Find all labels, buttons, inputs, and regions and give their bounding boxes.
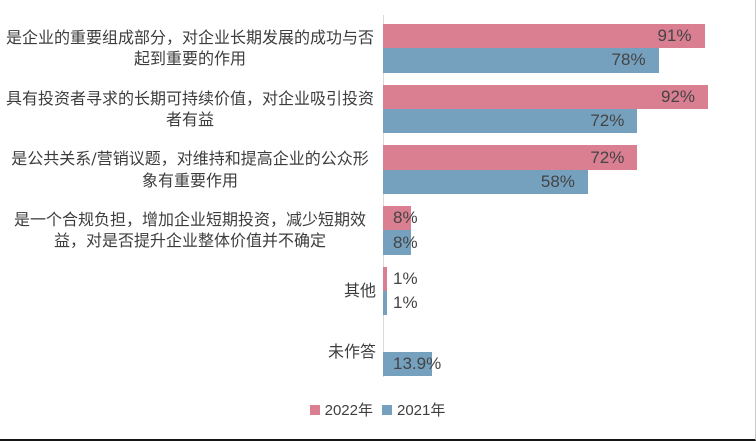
- bar-slot-2021: 1%: [383, 291, 752, 316]
- bar-group: 92% 72%: [383, 79, 752, 140]
- value-label: 8%: [393, 208, 418, 228]
- bar-slot-2021: 58%: [383, 169, 752, 195]
- bar-slot-2022: 91%: [383, 24, 752, 49]
- bar-2022: [383, 145, 638, 170]
- bar-slot-2021: 8%: [383, 230, 752, 255]
- value-label: 72%: [590, 111, 625, 131]
- category-label: 具有投资者寻求的长期可持续价值，对企业吸引投资者有益: [5, 88, 374, 130]
- bar-slot-2021: 78%: [383, 48, 752, 73]
- value-label: 58%: [540, 171, 575, 191]
- value-label: 1%: [393, 268, 418, 288]
- bar-2022: [383, 266, 387, 292]
- chart-row: 其他 1% 1%: [0, 261, 752, 322]
- bar-slot-2022: 1%: [383, 266, 752, 292]
- legend-swatch-icon: [309, 404, 320, 415]
- bar-2021: [383, 48, 659, 73]
- bar-2021: [383, 291, 387, 316]
- chart-row: 具有投资者寻求的长期可持续价值，对企业吸引投资者有益 92% 72%: [0, 79, 752, 140]
- chart-row: 是企业的重要组成部分，对企业长期发展的成功与否起到重要的作用 91% 78%: [0, 18, 752, 79]
- value-label: 91%: [657, 26, 692, 46]
- value-label: 72%: [590, 147, 625, 167]
- category-label: 是公共关系/营销议题，对维持和提高企业的公众形象有重要作用: [11, 149, 369, 190]
- value-label: 92%: [661, 86, 696, 106]
- value-label: 8%: [393, 232, 418, 252]
- bar-2022: [383, 24, 705, 49]
- y-axis-line: [383, 15, 384, 377]
- category-label: 是企业的重要组成部分，对企业长期发展的成功与否起到重要的作用: [5, 27, 374, 69]
- bar-slot-2022: 8%: [383, 206, 752, 231]
- category-label: 其他: [343, 281, 376, 301]
- bar-slot-2022: 72%: [383, 145, 752, 170]
- bar-group: 8% 8%: [383, 200, 752, 261]
- category-label: 未作答: [327, 342, 376, 362]
- legend-item-2021: 2021年: [382, 399, 445, 420]
- bar-slot-2022: 92%: [383, 84, 752, 110]
- legend-swatch-icon: [382, 404, 392, 415]
- chart-row: 未作答 13.9%: [0, 321, 752, 382]
- category-label-cell: 是公共关系/营销议题，对维持和提高企业的公众形象有重要作用: [0, 148, 383, 191]
- value-label: 1%: [393, 293, 418, 313]
- category-label-cell: 是企业的重要组成部分，对企业长期发展的成功与否起到重要的作用: [0, 27, 383, 70]
- legend-label: 2022年: [324, 402, 373, 419]
- bar-2022: [383, 84, 709, 110]
- category-label: 是一个合规负担，增加企业短期投资，减少短期效益，对是否提升企业整体价值并不确定: [13, 209, 366, 251]
- bar-2022: [383, 206, 412, 231]
- legend: 2022年 2021年: [0, 399, 755, 420]
- plot-area: 是企业的重要组成部分，对企业长期发展的成功与否起到重要的作用 91% 78% 具有投资…: [0, 18, 752, 382]
- bar-group: 1% 1%: [383, 261, 752, 322]
- value-label: 78%: [611, 50, 646, 70]
- legend-label: 2021年: [397, 402, 446, 419]
- bar-slot-2021: 72%: [383, 109, 752, 134]
- category-label-cell: 未作答: [0, 341, 383, 363]
- bar-2021: [383, 109, 638, 134]
- bar-slot-2021: 13.9%: [383, 351, 752, 377]
- bar-group: 13.9%: [383, 321, 752, 382]
- bar-2021: [383, 351, 433, 377]
- legend-item-2022: 2022年: [309, 399, 373, 420]
- category-label-cell: 是一个合规负担，增加企业短期投资，减少短期效益，对是否提升企业整体价值并不确定: [0, 209, 383, 252]
- bar-2021: [383, 230, 412, 255]
- bar-group: 91% 78%: [383, 18, 752, 79]
- category-label-cell: 其他: [0, 280, 383, 302]
- value-label: 13.9%: [393, 353, 442, 373]
- chart-row: 是公共关系/营销议题，对维持和提高企业的公众形象有重要作用 72% 58%: [0, 139, 752, 200]
- bar-slot-2022: [383, 327, 752, 351]
- category-label-cell: 具有投资者寻求的长期可持续价值，对企业吸引投资者有益: [0, 88, 383, 131]
- chart-row: 是一个合规负担，增加企业短期投资，减少短期效益，对是否提升企业整体价值并不确定 8…: [0, 200, 752, 261]
- bar-group: 72% 58%: [383, 139, 752, 200]
- bar-2021: [383, 169, 588, 195]
